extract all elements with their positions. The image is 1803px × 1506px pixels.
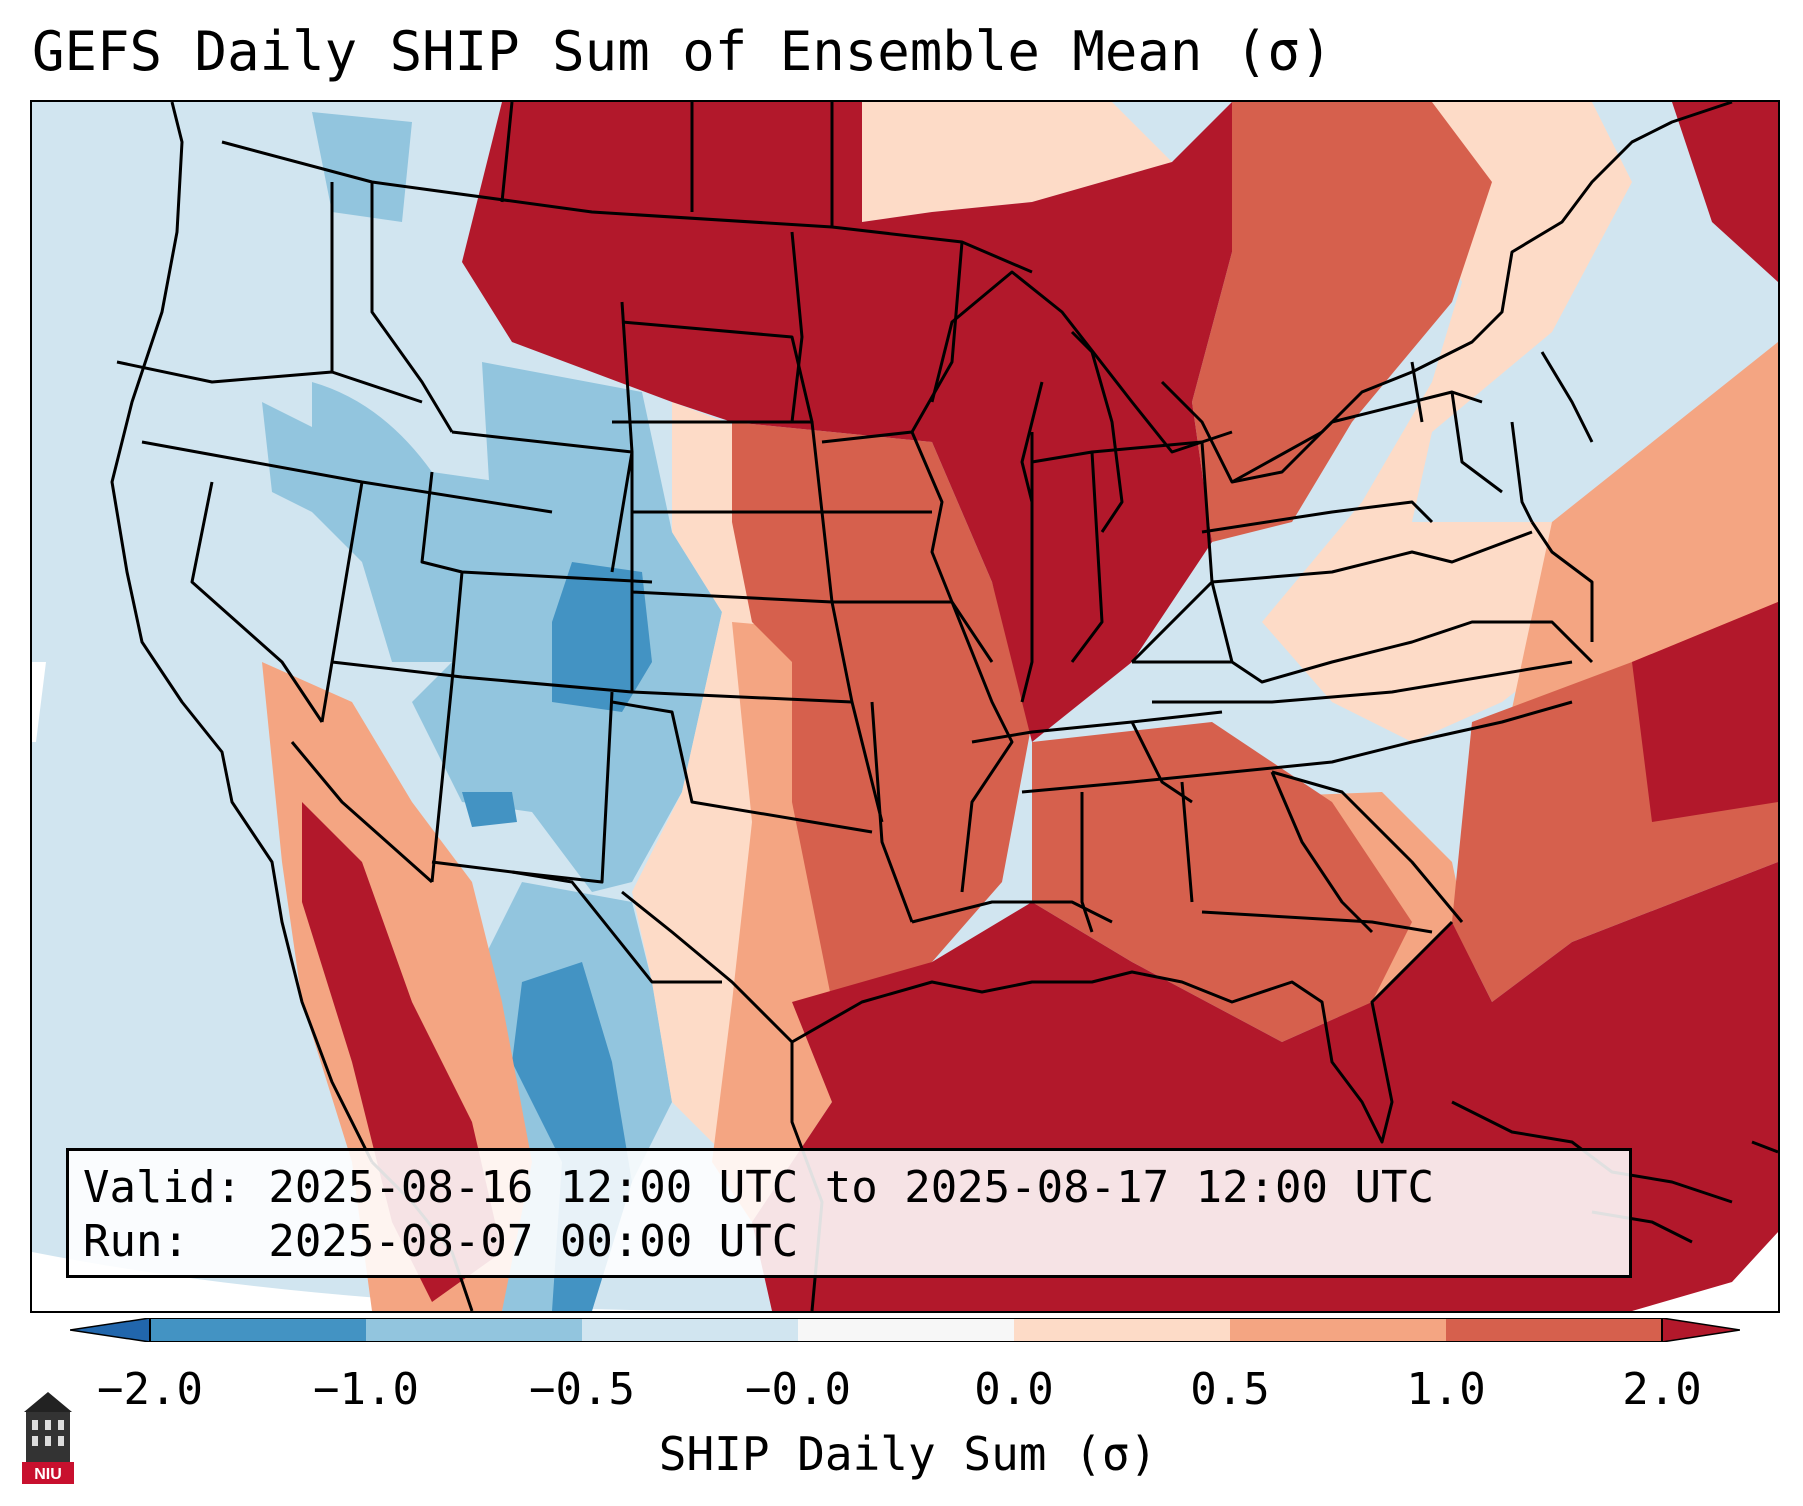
colorbar-bin-05-1 [1230, 1318, 1446, 1342]
map-title: GEFS Daily SHIP Sum of Ensemble Mean (σ) [32, 22, 1332, 82]
colorbar-bin-m1-m05 [366, 1318, 582, 1342]
colorbar-tick-label: 0.5 [1190, 1365, 1269, 1415]
colorbar-tick-label: −1.0 [313, 1365, 419, 1415]
colorbar-tick-label: −2.0 [97, 1365, 203, 1415]
out-of-domain-left-wedge [32, 662, 46, 742]
field-deepred-northeast-corner [1672, 102, 1778, 282]
colorbar-tick-label: −0.5 [529, 1365, 635, 1415]
field-darkblue-az [462, 792, 517, 827]
run-line: Run: 2025-08-07 00:00 UTC [83, 1215, 1615, 1269]
colorbar-bin-1-2 [1446, 1318, 1662, 1342]
colorbar-tick-label: 0.0 [974, 1365, 1053, 1415]
colorbar-bin-m05-m0 [582, 1318, 798, 1342]
field-redorange-lakes-east [1192, 102, 1492, 542]
valid-run-infobox: Valid: 2025-08-16 12:00 UTC to 2025-08-1… [66, 1148, 1632, 1278]
colorbar-tick-label: 2.0 [1622, 1365, 1701, 1415]
map-panel[interactable] [30, 100, 1780, 1313]
colorbar-tick-label: 1.0 [1406, 1365, 1485, 1415]
logo-text: NIU [34, 1466, 62, 1483]
valid-line: Valid: 2025-08-16 12:00 UTC to 2025-08-1… [83, 1161, 1615, 1215]
colorbar-bin-0-05 [1014, 1318, 1230, 1342]
colorbar-tick-label: −0.0 [745, 1365, 851, 1415]
niu-tower-icon: NIU [20, 1390, 76, 1486]
field-blue-wa [312, 112, 412, 222]
colorbar [70, 1318, 1740, 1342]
colorbar-under-arrow [70, 1318, 150, 1342]
colorbar-bin-m2-m1 [150, 1318, 366, 1342]
colorbar-label: SHIP Daily Sum (σ) [659, 1428, 1158, 1480]
colorbar-over-arrow [1662, 1318, 1740, 1342]
colorbar-bin-m0-0 [798, 1318, 1014, 1342]
ship-field-map [32, 102, 1778, 1311]
